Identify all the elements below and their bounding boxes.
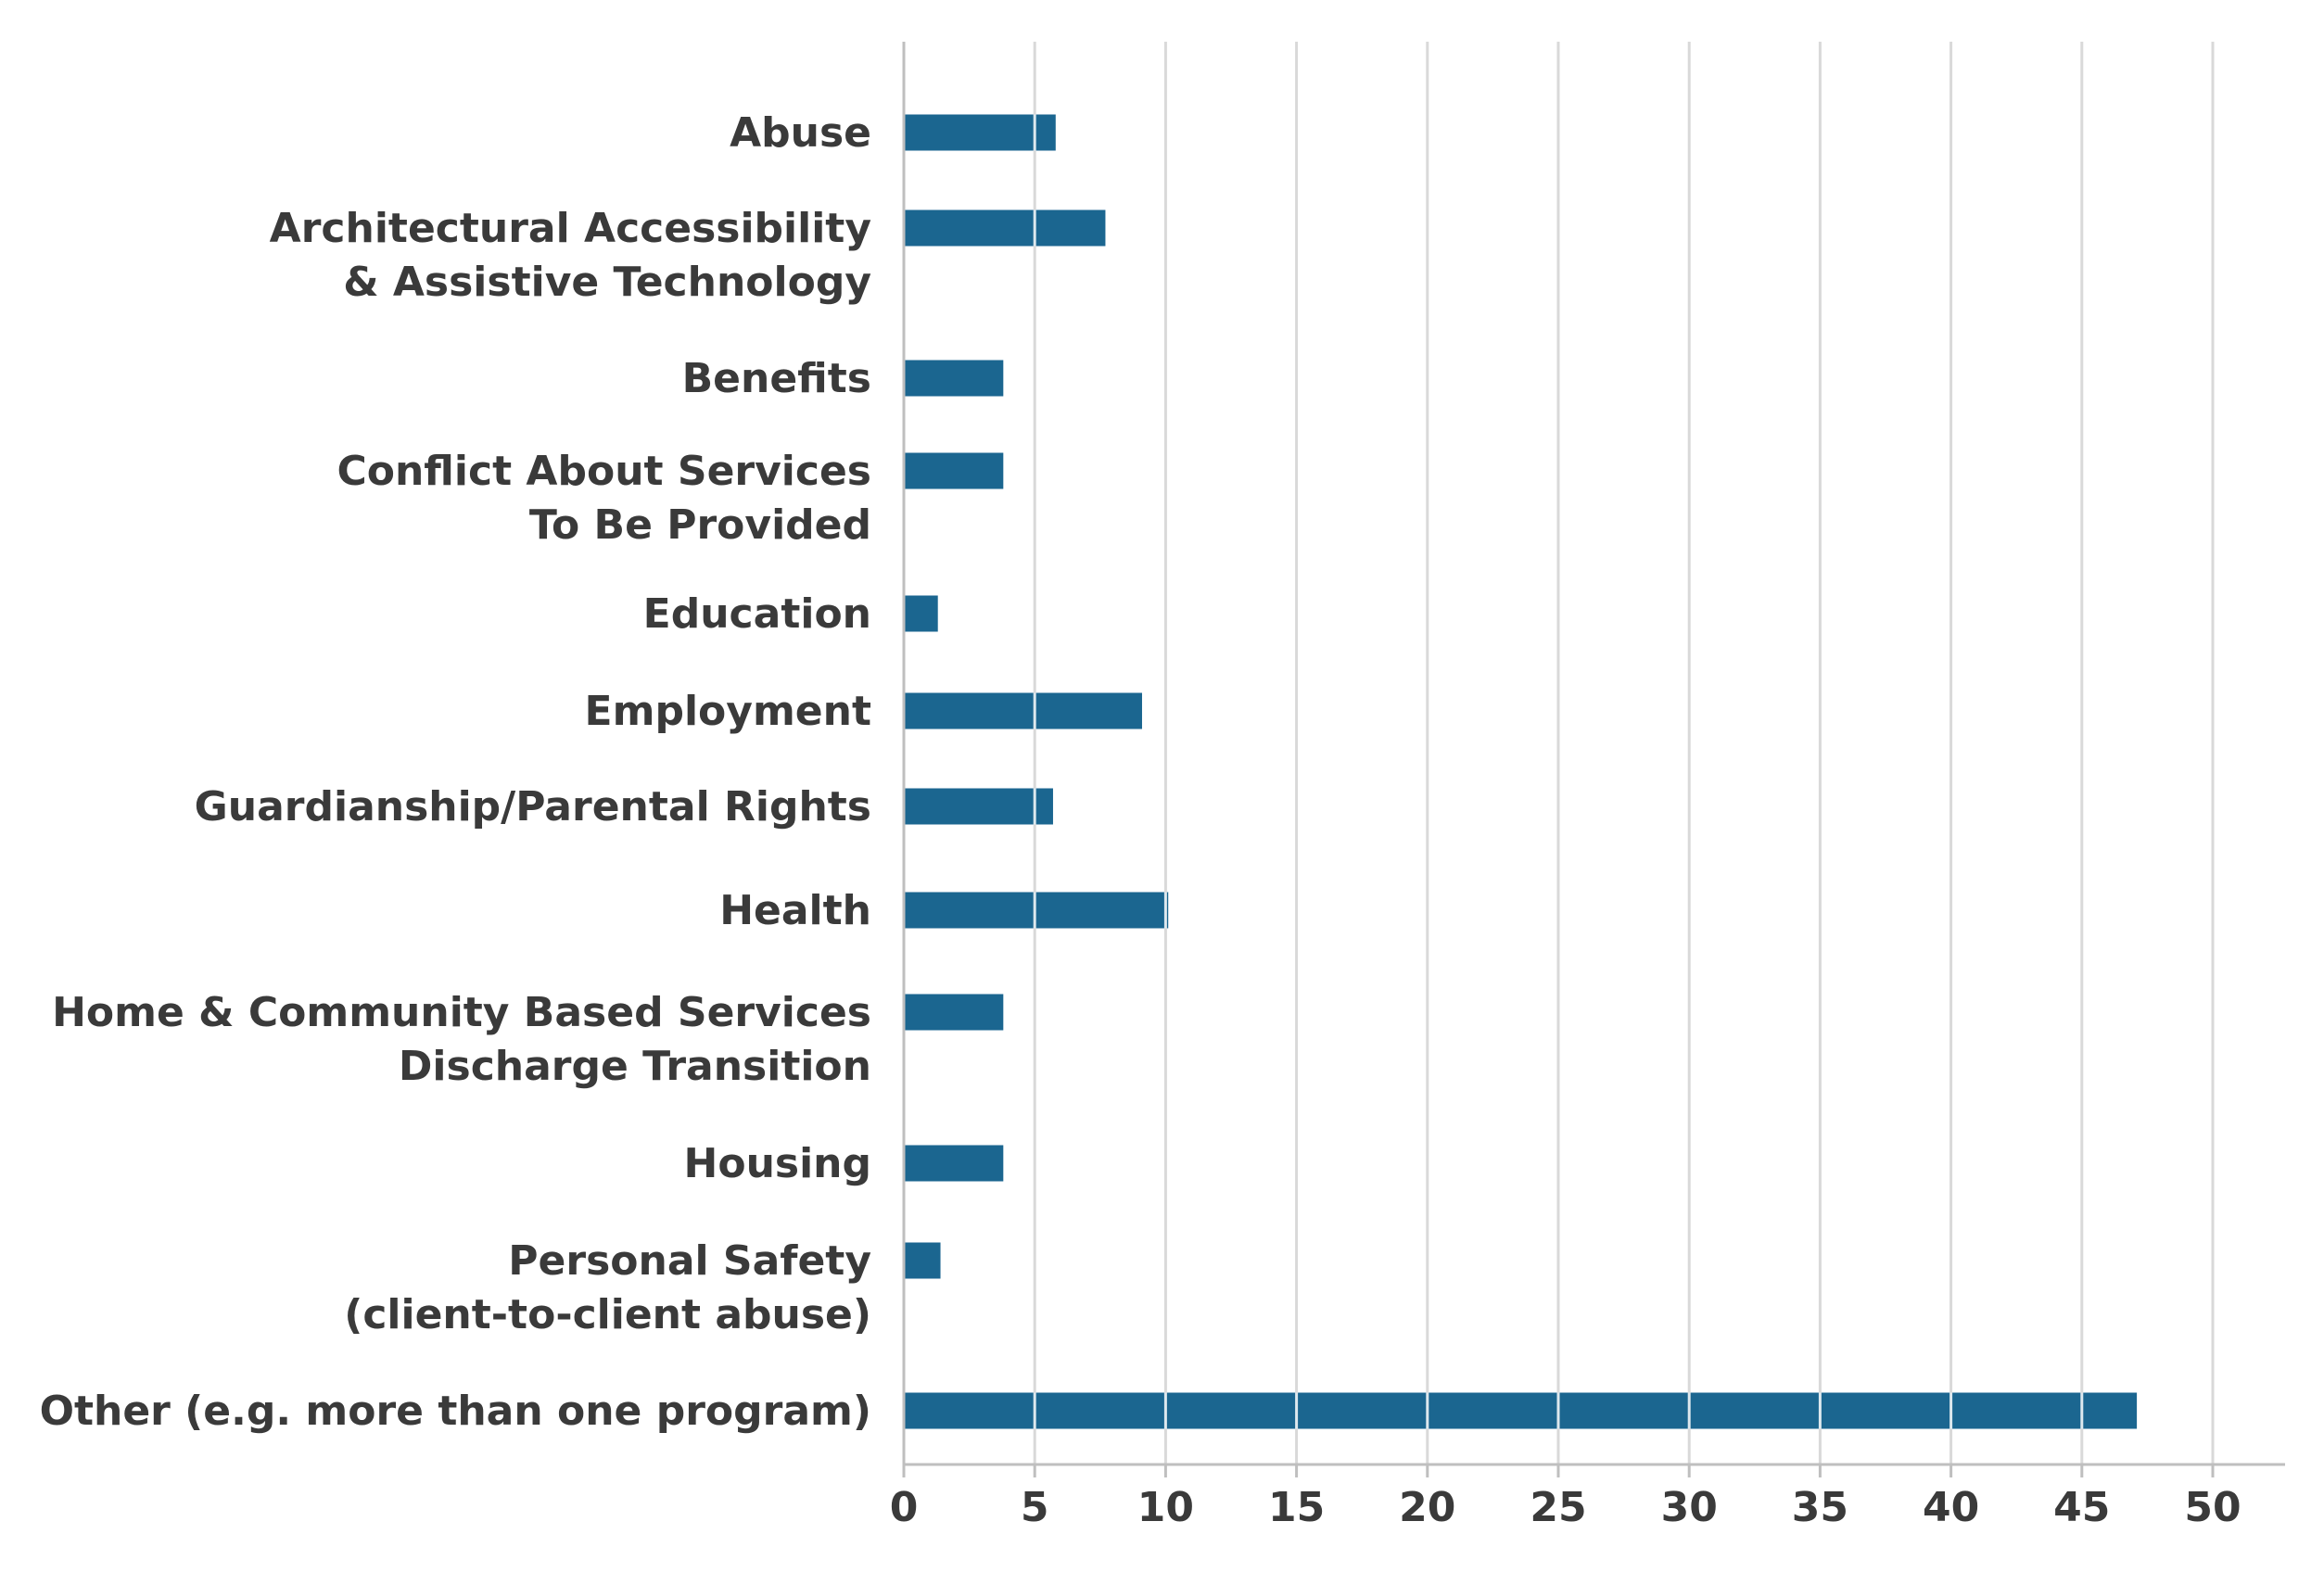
x-tick-label-40: 40: [1923, 1484, 1979, 1531]
x-tick-label-50: 50: [2184, 1484, 2241, 1531]
bar-4: [904, 595, 938, 632]
bar-6: [904, 788, 1053, 825]
bar-3: [904, 452, 1004, 489]
category-label-2: Benefits: [682, 355, 871, 402]
bar-10: [904, 1242, 941, 1279]
x-tick-label-20: 20: [1399, 1484, 1455, 1531]
x-tick-label-0: 0: [890, 1484, 919, 1531]
x-tick-label-15: 15: [1268, 1484, 1325, 1531]
bar-0: [904, 114, 1056, 151]
category-label-4: Education: [643, 590, 871, 638]
category-label-8-line-0: Home & Community Based Services: [52, 989, 871, 1036]
category-label-3-line-0: Conflict About Services: [337, 448, 871, 495]
bar-9: [904, 1145, 1004, 1182]
x-tick-label-5: 5: [1021, 1484, 1049, 1531]
category-label-6: Guardianship/Parental Rights: [195, 783, 871, 830]
category-label-3-line-1: To Be Provided: [529, 501, 871, 549]
x-tick-label-10: 10: [1137, 1484, 1194, 1531]
category-label-11: Other (e.g. more than one program): [40, 1388, 871, 1435]
category-label-9: Housing: [684, 1140, 871, 1187]
x-tick-label-30: 30: [1661, 1484, 1718, 1531]
bar-2: [904, 360, 1004, 397]
x-tick-labels: 0 5 10 15 20 25 30 35 40 45 50: [890, 1484, 2241, 1531]
x-tick-label-35: 35: [1792, 1484, 1848, 1531]
category-label-8-line-1: Discharge Transition: [399, 1043, 871, 1090]
category-labels: Abuse Architectural Accessibility & Assist…: [40, 109, 871, 1435]
x-tick-label-25: 25: [1530, 1484, 1586, 1531]
category-label-5: Employment: [585, 688, 871, 735]
x-tick-label-45: 45: [2053, 1484, 2110, 1531]
category-label-0: Abuse: [730, 109, 871, 157]
gridlines: [1033, 42, 2215, 1464]
category-label-10-line-0: Personal Safety: [508, 1237, 871, 1285]
category-label-7: Health: [719, 887, 871, 934]
bar-11: [904, 1392, 2138, 1429]
category-label-10-line-1: (client-to-client abuse): [344, 1291, 871, 1338]
bar-1: [904, 209, 1106, 247]
bar-8: [904, 994, 1004, 1031]
bar-5: [904, 692, 1142, 729]
category-label-1-line-0: Architectural Accessibility: [270, 205, 871, 252]
axes: [902, 42, 2285, 1477]
category-label-1-line-1: & Assistive Technology: [343, 259, 871, 306]
